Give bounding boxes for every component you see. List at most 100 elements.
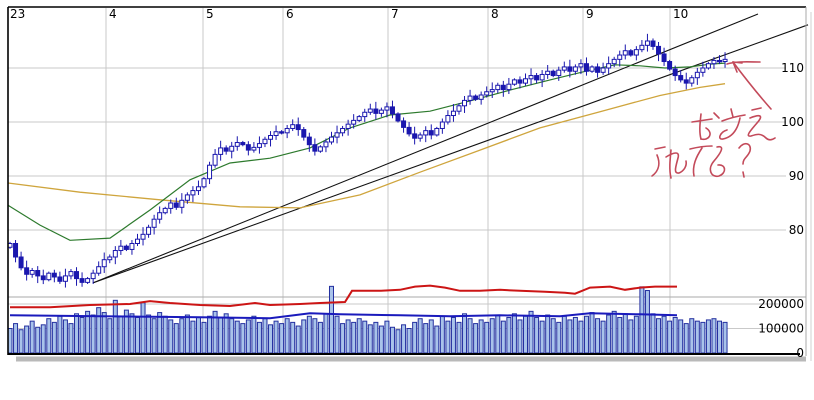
volume-bar <box>528 310 534 354</box>
volume-bar <box>345 319 351 354</box>
volume-bar <box>611 310 617 354</box>
volume-bar <box>218 316 224 354</box>
volume-bar <box>484 321 490 354</box>
candle <box>628 50 634 56</box>
volume-bar <box>689 318 695 354</box>
volume-avg-red-line <box>10 284 677 309</box>
candle <box>378 109 384 114</box>
price-axis-label: 110 <box>781 61 804 75</box>
volume-bar <box>251 315 257 354</box>
volume-bar <box>511 313 517 354</box>
volume-bar <box>229 318 235 354</box>
candle <box>123 245 129 250</box>
handwritten-annotation <box>651 61 776 179</box>
volume-bar <box>79 316 85 354</box>
candle <box>195 186 201 192</box>
volume-bar <box>633 315 639 354</box>
volume-bar <box>190 320 196 354</box>
volume-bar <box>589 312 595 354</box>
volume-bar <box>489 318 495 354</box>
candle <box>428 130 434 136</box>
volume-bar <box>595 318 601 354</box>
annotation-stroke <box>732 61 738 73</box>
candle <box>600 67 606 73</box>
candle <box>506 83 512 91</box>
candle <box>328 136 334 143</box>
volume-bar <box>389 326 395 354</box>
candle <box>389 106 395 115</box>
volume-bar <box>428 319 434 354</box>
candle <box>722 58 728 63</box>
volume-bar <box>462 313 468 354</box>
volume-bar <box>290 321 296 354</box>
candle <box>201 178 207 188</box>
volume-bar <box>556 321 562 354</box>
candle <box>678 75 684 81</box>
volume-bar <box>184 314 190 354</box>
volume-bar <box>367 324 373 354</box>
volume-bar <box>456 321 462 354</box>
candle <box>467 95 473 101</box>
volume-bar <box>162 315 168 354</box>
candle <box>68 271 74 277</box>
volume-bar <box>101 312 107 354</box>
candle <box>617 54 623 60</box>
candle <box>473 95 479 100</box>
candle <box>489 89 495 93</box>
candle <box>118 245 124 252</box>
candle <box>478 94 484 100</box>
candle <box>611 58 617 65</box>
volume-bar <box>301 319 307 354</box>
candle <box>273 131 279 137</box>
candle <box>417 134 423 139</box>
volume-bar <box>667 320 673 354</box>
x-axis-label: 5 <box>206 7 214 21</box>
volume-bar <box>495 314 501 354</box>
candle <box>561 66 567 71</box>
volume-bar <box>700 321 706 354</box>
volume-bar <box>179 318 185 354</box>
candle <box>362 111 368 118</box>
candle <box>595 66 601 73</box>
x-axis-label: 9 <box>586 7 594 21</box>
volume-bar <box>711 318 717 354</box>
volume-bar <box>107 318 113 354</box>
annotation-stroke <box>730 108 734 118</box>
candle <box>334 132 340 138</box>
candle <box>578 63 584 68</box>
annotation-stroke <box>713 112 720 119</box>
annotation-stroke <box>700 127 711 141</box>
candle <box>567 66 573 72</box>
candle <box>522 78 528 84</box>
candle <box>157 212 163 220</box>
candle <box>345 123 351 129</box>
candle <box>545 70 551 75</box>
volume-axis-label: 200000 <box>758 297 804 311</box>
candle <box>290 124 296 129</box>
volume-bar <box>606 314 612 354</box>
volume-bar <box>384 320 390 354</box>
volume-bar <box>578 320 584 354</box>
price-axis-label: 100 <box>781 115 804 129</box>
candle <box>550 70 556 77</box>
candle <box>323 141 329 148</box>
volume-bar <box>51 321 57 354</box>
annotation-stroke <box>669 149 672 179</box>
annotation-stroke <box>726 61 761 65</box>
volume-bar <box>395 329 401 354</box>
candle <box>340 127 346 134</box>
candle <box>423 130 429 136</box>
volume-bar <box>262 318 268 354</box>
volume-bar <box>146 314 152 354</box>
annotation-stroke <box>721 114 746 122</box>
volume-bar <box>705 319 711 354</box>
candle <box>434 127 440 136</box>
candle <box>528 75 534 80</box>
price-axis-label: 90 <box>789 169 804 183</box>
candle <box>245 144 251 151</box>
ma-long-orange-line <box>7 83 726 209</box>
volume-bar <box>500 320 506 354</box>
trendline <box>92 13 759 284</box>
